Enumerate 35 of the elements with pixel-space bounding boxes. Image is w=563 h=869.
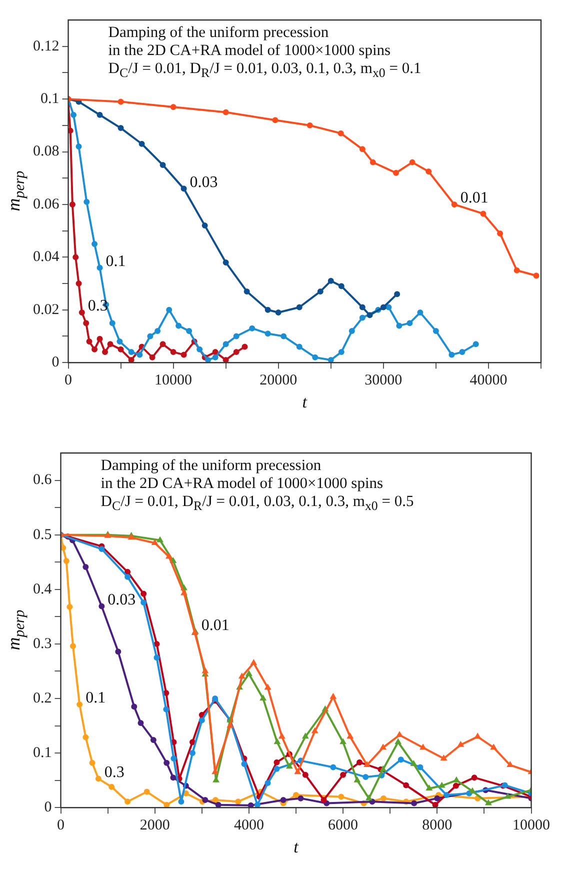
annotation: 0.03 [190, 174, 218, 191]
x-tick-label: 8000 [422, 818, 452, 834]
annotation: 0.1 [106, 252, 126, 270]
annotation: 0.1 [86, 690, 106, 707]
annotation: 0.03 [108, 592, 136, 608]
x-tick-label: 2000 [140, 818, 170, 834]
x-tick-label: 10000 [154, 372, 192, 389]
x-tick-label: 10000 [512, 818, 550, 834]
x-axis-title: t [302, 392, 308, 412]
y-tick-label: 0.12 [33, 38, 60, 54]
chart-title: Damping of the uniform precession in the 2D CA+RA model of 1000×1000 spins D$_{C}$/J = 0.01, D$_{R}$/J = 0.01, 0.03, 0.1, 0.3, m$_{x0}$ = 0.5 [100, 457, 414, 514]
annotation: 0.01 [201, 617, 230, 634]
y-tick-label: 0.04 [33, 249, 60, 266]
y-tick-label: 0.6 [33, 472, 52, 488]
y-tick-label: 0.06 [33, 196, 60, 212]
y-tick-label: 0.08 [33, 144, 60, 160]
y-tick-label: 0.5 [33, 526, 52, 543]
y-tick-label: 0.3 [33, 636, 52, 652]
chart-title: Damping of the uniform precession in the 2D CA+RA model of 1000×1000 spins D$_{C}$/J = 0.01, D$_{R}$/J = 0.01, 0.03, 0.1, 0.3, m$_{x0}$ = 0.1 [108, 24, 422, 80]
y-tick-label: 0.1 [33, 744, 52, 761]
x-tick-label: 20000 [260, 372, 298, 389]
y-tick-label: 0.1 [40, 91, 60, 107]
y-tick-label: 0.2 [33, 690, 52, 706]
annotation: 0.01 [460, 190, 488, 207]
y-tick-label: 0.4 [33, 581, 52, 598]
annotation: 0.3 [104, 764, 124, 781]
x-tick-label: 4000 [234, 818, 264, 834]
y-tick-label: 0 [52, 354, 60, 371]
y-tick-label: 0 [44, 800, 52, 816]
x-tick-label: 0 [64, 372, 72, 389]
x-tick-label: 30000 [364, 372, 402, 389]
x-tick-label: 40000 [470, 372, 508, 389]
x-axis-title: t [294, 837, 300, 856]
y-tick-label: 0.02 [33, 302, 60, 318]
x-tick-label: 6000 [328, 818, 358, 834]
